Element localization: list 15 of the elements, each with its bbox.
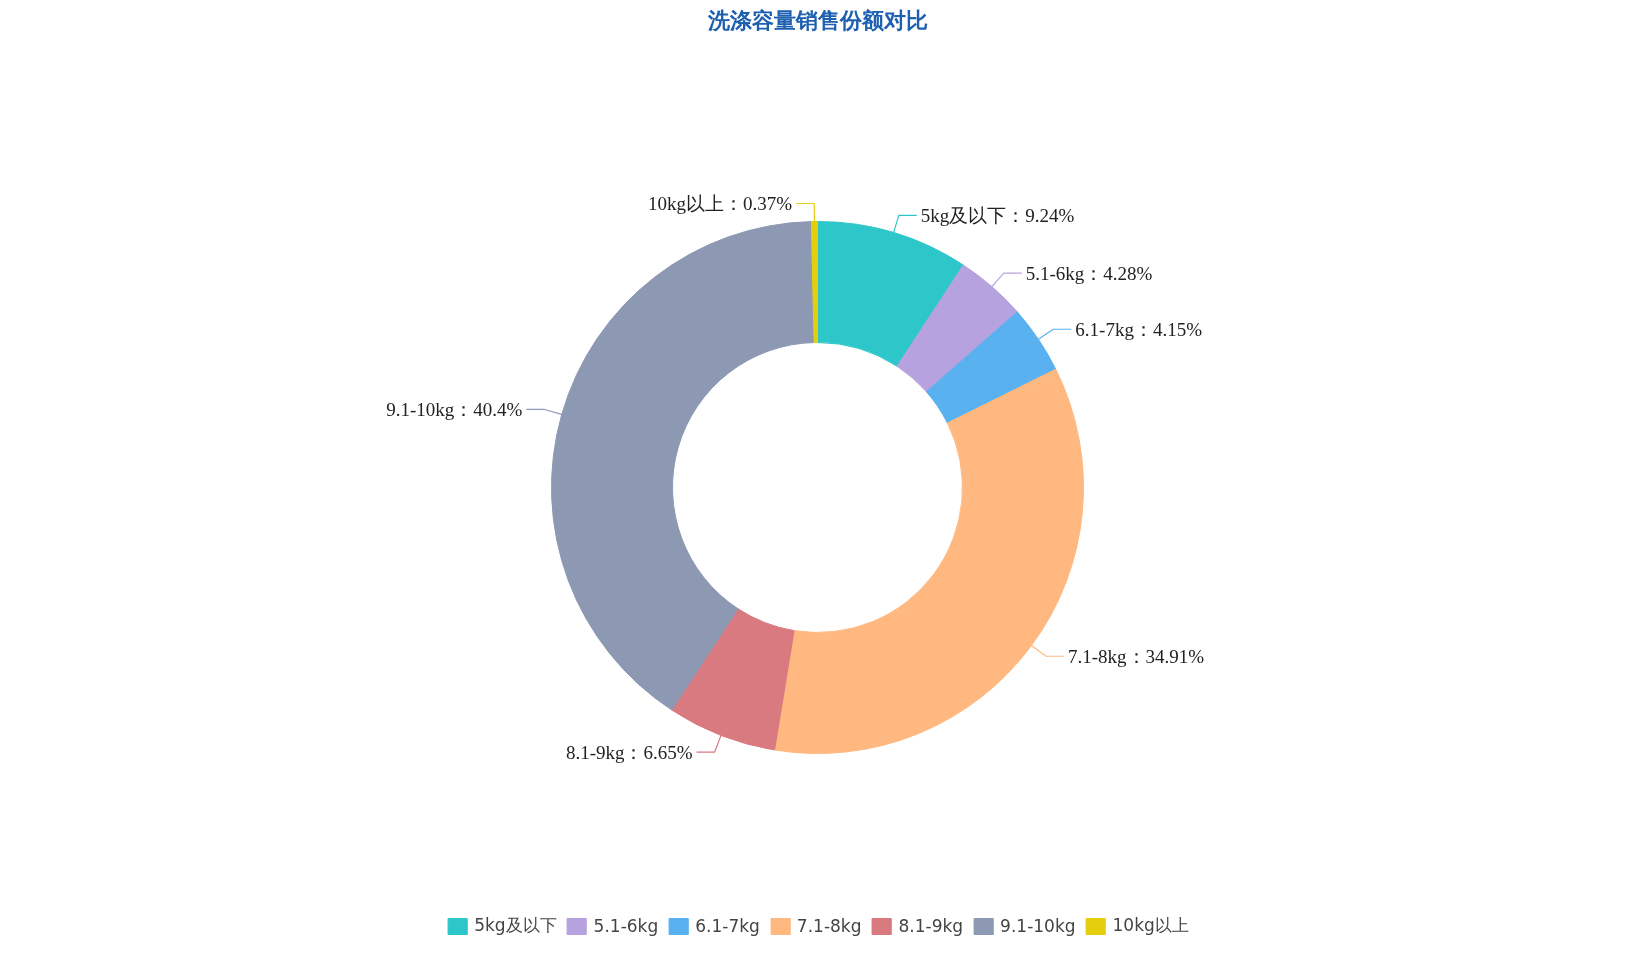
legend-label: 10kg以上 [1112,914,1189,937]
legend-label: 5.1-6kg [593,915,659,936]
data-label: 10kg以上：0.37% [648,193,793,215]
data-label: 5kg及以下：9.24% [920,204,1075,226]
legend-label: 9.1-10kg [1000,915,1076,936]
data-label: 5.1-6kg：4.28% [1025,262,1153,284]
data-label: 6.1-7kg：4.15% [1075,318,1203,340]
legend-label: 7.1-8kg [796,915,862,936]
legend-label: 5kg及以下 [474,914,557,937]
legend-label: 6.1-7kg [695,915,760,936]
legend-label: 8.1-9kg [898,915,964,936]
data-label: 8.1-9kg：6.65% [565,741,693,763]
data-label: 7.1-8kg：34.91% [1067,645,1205,667]
chart-title: 洗涤容量销售份额对比 [706,7,928,33]
data-label: 9.1-10kg：40.4% [386,398,523,420]
